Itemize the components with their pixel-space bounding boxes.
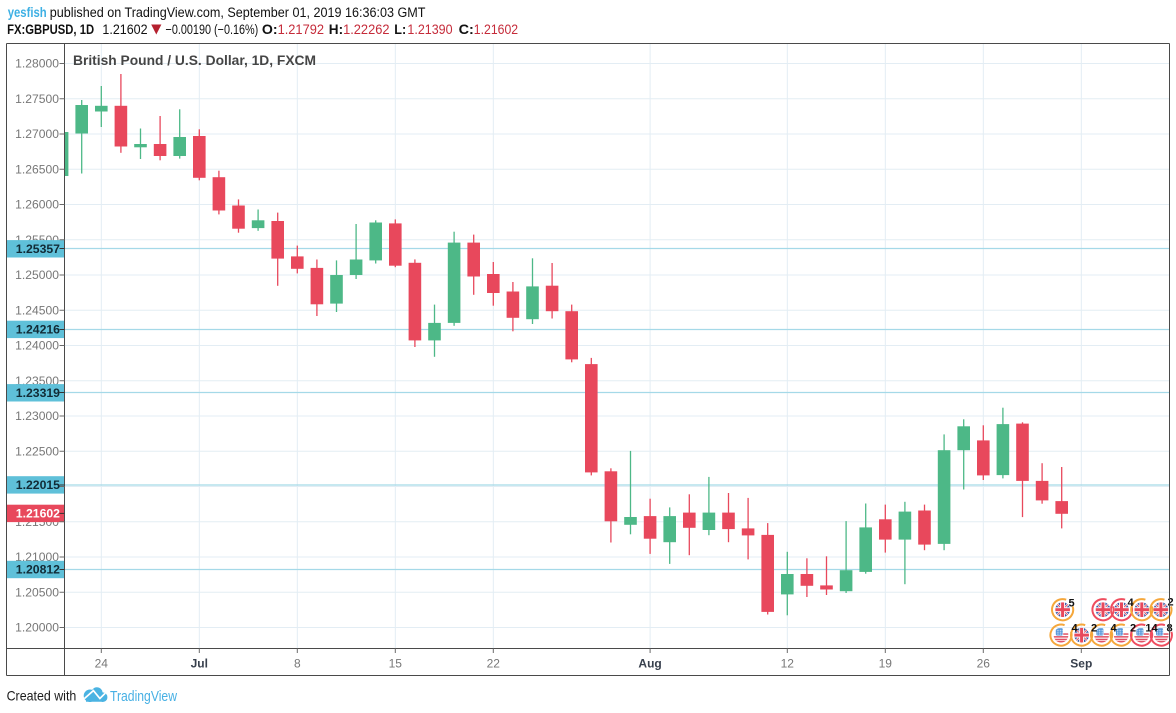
svg-text:14: 14	[1145, 623, 1158, 635]
svg-text:1.25357: 1.25357	[16, 242, 61, 256]
svg-text:1.22500: 1.22500	[15, 444, 59, 458]
svg-text:1.24000: 1.24000	[15, 339, 59, 353]
svg-text:Sep: Sep	[1070, 657, 1092, 671]
svg-text:H:: H:	[329, 22, 343, 37]
svg-text:1.21602: 1.21602	[474, 22, 518, 37]
svg-text:1.21390: 1.21390	[407, 22, 452, 37]
svg-text:1.21602: 1.21602	[102, 22, 147, 37]
svg-text:4: 4	[1071, 623, 1078, 635]
svg-text:1.26000: 1.26000	[15, 198, 59, 212]
svg-text:Created with: Created with	[7, 688, 77, 704]
svg-text:8: 8	[294, 657, 301, 671]
svg-text:1.21602: 1.21602	[16, 507, 61, 521]
svg-text:Aug: Aug	[638, 657, 661, 671]
svg-text:15: 15	[389, 657, 403, 671]
svg-text:−0.00190 (−0.16%): −0.00190 (−0.16%)	[166, 22, 259, 37]
svg-text:Jul: Jul	[191, 657, 208, 671]
svg-text:2: 2	[1091, 623, 1097, 635]
svg-text:published on TradingView.com,: published on TradingView.com, September …	[50, 5, 426, 20]
svg-text:1.27000: 1.27000	[15, 127, 59, 141]
svg-text:19: 19	[879, 657, 893, 671]
svg-text:1.27500: 1.27500	[15, 92, 59, 106]
svg-text:24: 24	[95, 657, 109, 671]
svg-text:4: 4	[1110, 623, 1117, 635]
svg-text:1.21792: 1.21792	[278, 22, 324, 37]
svg-text:TradingView: TradingView	[110, 688, 177, 705]
svg-text:2: 2	[1130, 623, 1136, 635]
svg-text:1.20812: 1.20812	[16, 563, 61, 577]
svg-text:1.21000: 1.21000	[15, 550, 59, 564]
svg-text:1.22015: 1.22015	[16, 478, 61, 492]
svg-text:L:: L:	[394, 22, 406, 37]
svg-text:1.20500: 1.20500	[15, 585, 59, 599]
svg-text:1.22262: 1.22262	[343, 22, 389, 37]
svg-text:1.23319: 1.23319	[16, 386, 61, 400]
svg-text:1.26500: 1.26500	[15, 162, 59, 176]
svg-text:1.24216: 1.24216	[16, 323, 61, 337]
svg-text:2: 2	[1167, 597, 1173, 609]
svg-text:C:: C:	[459, 22, 474, 37]
svg-text:FX:GBPUSD, 1D: FX:GBPUSD, 1D	[7, 22, 94, 37]
svg-text:1.23000: 1.23000	[15, 409, 59, 423]
svg-text:1.28000: 1.28000	[15, 57, 59, 71]
svg-text:26: 26	[977, 657, 991, 671]
svg-text:1.20000: 1.20000	[15, 621, 59, 635]
svg-text:22: 22	[487, 657, 501, 671]
svg-text:yesfish: yesfish	[8, 5, 47, 20]
svg-text:1.25000: 1.25000	[15, 268, 59, 282]
svg-text:4: 4	[1127, 597, 1134, 609]
svg-text:British Pound / U.S. Dollar, 1: British Pound / U.S. Dollar, 1D, FXCM	[73, 53, 316, 68]
svg-text:O:: O:	[262, 22, 278, 37]
svg-text:1.24500: 1.24500	[15, 303, 59, 317]
svg-text:5: 5	[1068, 598, 1074, 610]
svg-text:12: 12	[781, 657, 795, 671]
